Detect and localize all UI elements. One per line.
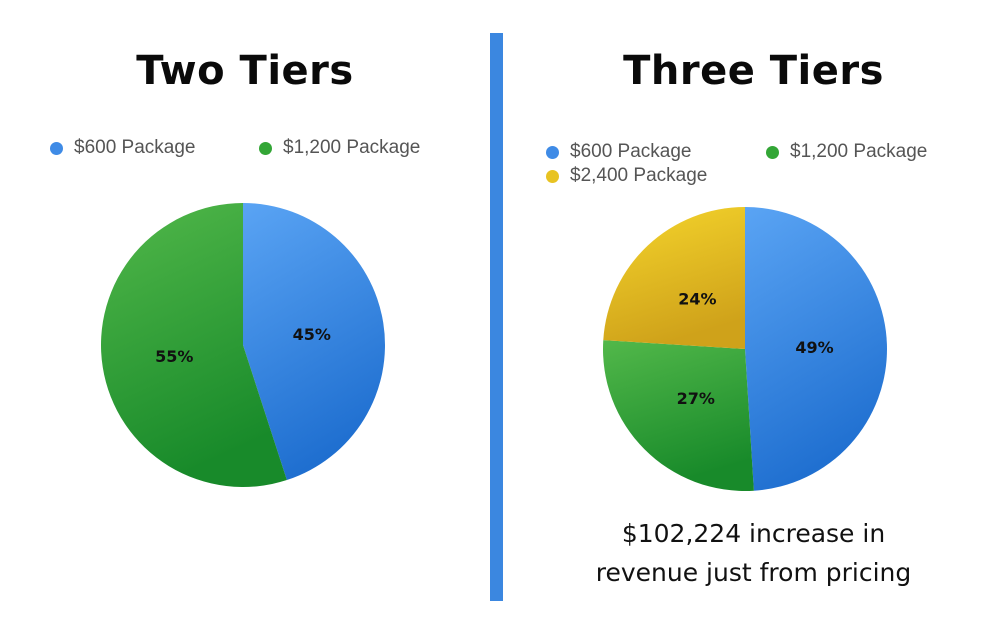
three-tiers-panel: Three Tiers $600 Package $1,200 Package …	[504, 0, 1003, 631]
legend-label: $600 Package	[74, 137, 196, 158]
slice-percent-label: 55%	[155, 347, 193, 366]
legend-dot-green	[259, 141, 272, 155]
legend-item-600: $600 Package	[50, 137, 196, 159]
slice-percent-label: 27%	[677, 389, 715, 408]
legend-label: $2,400 Package	[570, 165, 708, 186]
slice-1200-package	[100, 203, 287, 487]
revenue-note-line-2: revenue just from pricing	[595, 558, 912, 587]
revenue-note: $102,224 increase in revenue just from p…	[504, 514, 1003, 592]
slice-1200-package	[603, 340, 754, 491]
legend-item-1200: $1,200 Package	[766, 141, 927, 163]
two-tiers-pie: 45% 55%	[100, 203, 385, 487]
slice-600-package	[745, 207, 887, 491]
two-tiers-panel: Two Tiers $600 Package $1,200 Package 45…	[0, 0, 490, 631]
legend-label: $1,200 Package	[790, 141, 928, 162]
legend-dot-green	[766, 145, 779, 159]
slice-percent-label: 24%	[678, 289, 716, 308]
legend-dot-yellow	[546, 169, 559, 183]
legend-item-2400: $2,400 Package	[546, 165, 707, 187]
slice-600-package	[243, 203, 385, 481]
revenue-note-line-1: $102,224 increase in	[621, 519, 886, 548]
slice-2400-package	[603, 207, 745, 349]
legend-dot-blue	[50, 141, 63, 155]
slice-percent-label: 45%	[293, 325, 331, 344]
three-tiers-title: Three Tiers	[623, 48, 884, 94]
legend-dot-blue	[546, 145, 559, 159]
three-tiers-pie: 49% 27% 24%	[603, 207, 887, 491]
legend-label: $1,200 Package	[283, 137, 421, 158]
slice-percent-label: 49%	[795, 338, 833, 357]
legend-label: $600 Package	[570, 141, 692, 162]
two-tiers-title: Two Tiers	[136, 48, 354, 94]
divider-bar	[490, 33, 503, 601]
legend-item-1200: $1,200 Package	[259, 137, 420, 159]
legend-item-600: $600 Package	[546, 141, 692, 163]
